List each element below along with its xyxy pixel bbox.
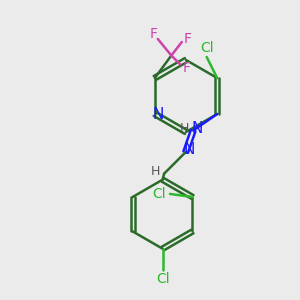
Text: Cl: Cl (156, 272, 170, 286)
Text: N: N (191, 121, 202, 136)
Text: H: H (179, 122, 189, 135)
Text: Cl: Cl (200, 41, 214, 55)
Text: Cl: Cl (153, 187, 166, 201)
Text: N: N (153, 106, 164, 122)
Text: F: F (184, 32, 192, 46)
Text: F: F (149, 28, 157, 41)
Text: F: F (182, 61, 190, 74)
Text: N: N (184, 142, 195, 157)
Text: H: H (151, 165, 160, 178)
